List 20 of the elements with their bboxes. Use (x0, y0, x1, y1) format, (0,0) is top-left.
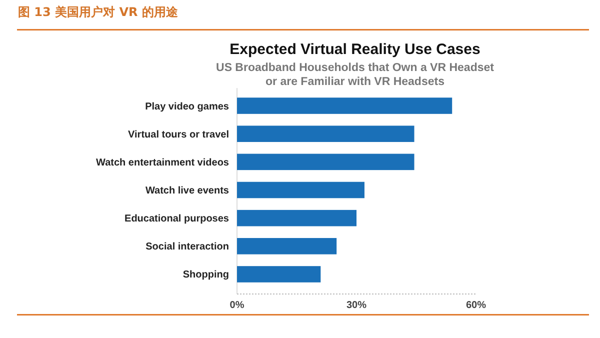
y-tick-label: Virtual tours or travel (128, 129, 230, 140)
bar (237, 210, 356, 226)
x-tick-label: 60% (466, 300, 486, 311)
bar (237, 182, 364, 198)
y-tick-label: Educational purposes (124, 214, 230, 225)
chart-title: Expected Virtual Reality Use Cases (230, 41, 480, 58)
y-tick-label: Watch entertainment videos (96, 157, 230, 168)
bar (237, 98, 452, 114)
y-tick-label: Social interaction (146, 242, 229, 253)
x-tick-label: 0% (230, 300, 244, 311)
y-tick-label: Watch live events (145, 186, 230, 196)
bar (237, 126, 414, 142)
chart-subtitle: US Broadband Households that Own a VR Headset or are Familiar with VR Headsets (216, 62, 494, 88)
y-tick-label: Play video games (145, 101, 230, 112)
bar (237, 266, 321, 282)
bar (237, 154, 414, 170)
caption: 图 13 美国用户对 VR 的用途 (18, 5, 179, 19)
bar (237, 238, 337, 254)
y-tick-label: Shopping (182, 270, 229, 281)
x-tick-label: 30% (346, 300, 367, 311)
